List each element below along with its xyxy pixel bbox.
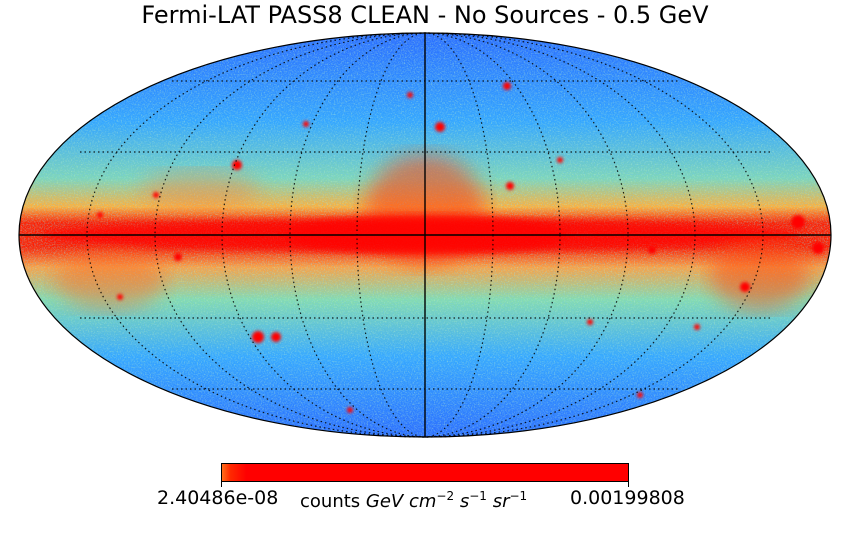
map-outline [18, 32, 832, 438]
main-axes [19, 33, 831, 437]
colorbar-max-label: 0.00199808 [570, 487, 685, 509]
colorbar-tick-max [628, 482, 629, 487]
colorbar-unit-prefix: counts [300, 491, 361, 512]
colorbar [221, 463, 629, 482]
unit-part: −1 [469, 489, 487, 503]
unit-part: s [459, 491, 470, 512]
colorbar-min-label: 2.40486e-08 [157, 487, 279, 509]
point-sources [97, 82, 824, 413]
unit-part: −2 [436, 489, 455, 503]
unit-part: GeV [365, 491, 404, 512]
unit-part: −1 [509, 489, 528, 503]
map-title: Fermi-LAT PASS8 CLEAN - No Sources - 0.5… [141, 1, 709, 29]
colorbar-unit-label: counts GeV cm−2 s−1 sr−1 [300, 484, 527, 514]
unit-part: sr [492, 491, 510, 512]
colorbar-unit-expression: GeV cm−2 s−1 sr−1 [365, 489, 528, 512]
unit-part: cm [408, 491, 437, 512]
colorbar-tick-min [221, 482, 222, 487]
